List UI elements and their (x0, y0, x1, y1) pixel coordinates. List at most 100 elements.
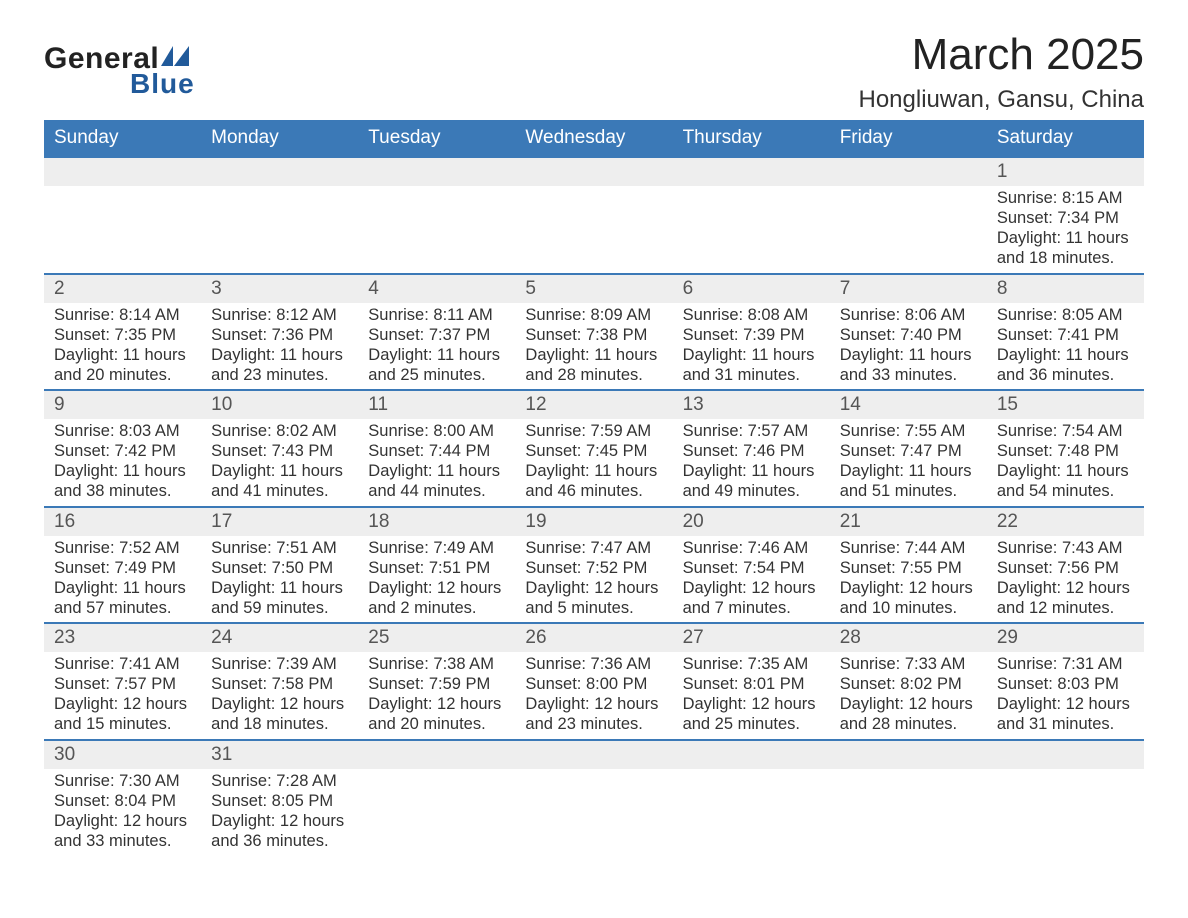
daylight-line-2: and 18 minutes. (211, 714, 348, 734)
daylight-line-2: and 51 minutes. (840, 481, 977, 501)
day-number: 3 (201, 273, 358, 303)
weekday-header: Friday (830, 120, 987, 156)
sunset-line: Sunset: 7:43 PM (211, 441, 348, 461)
weekday-header: Tuesday (358, 120, 515, 156)
daylight-line-2: and 10 minutes. (840, 598, 977, 618)
day-number: 26 (515, 622, 672, 652)
sunset-line: Sunset: 7:44 PM (368, 441, 505, 461)
sunrise-line: Sunrise: 8:03 AM (54, 421, 191, 441)
sunrise-line: Sunrise: 7:59 AM (525, 421, 662, 441)
day-cell (515, 739, 672, 856)
day-cell (673, 739, 830, 856)
day-cell (987, 739, 1144, 856)
weekday-header: Monday (201, 120, 358, 156)
day-number: 7 (830, 273, 987, 303)
day-number: 11 (358, 389, 515, 419)
day-cell: 4Sunrise: 8:11 AMSunset: 7:37 PMDaylight… (358, 273, 515, 390)
sunrise-line: Sunrise: 7:54 AM (997, 421, 1134, 441)
sunrise-line: Sunrise: 8:12 AM (211, 305, 348, 325)
day-cell: 13Sunrise: 7:57 AMSunset: 7:46 PMDayligh… (673, 389, 830, 506)
day-cell: 8Sunrise: 8:05 AMSunset: 7:41 PMDaylight… (987, 273, 1144, 390)
empty-day-bar (830, 156, 987, 186)
day-number: 23 (44, 622, 201, 652)
day-details: Sunrise: 8:09 AMSunset: 7:38 PMDaylight:… (515, 303, 672, 390)
daylight-line-1: Daylight: 11 hours (997, 461, 1134, 481)
day-cell (201, 156, 358, 273)
logo-flag-icon (161, 46, 189, 66)
logo-text-blue: Blue (130, 68, 195, 100)
sunset-line: Sunset: 8:03 PM (997, 674, 1134, 694)
day-details: Sunrise: 8:14 AMSunset: 7:35 PMDaylight:… (44, 303, 201, 390)
weekday-header: Saturday (987, 120, 1144, 156)
day-cell: 16Sunrise: 7:52 AMSunset: 7:49 PMDayligh… (44, 506, 201, 623)
day-number: 6 (673, 273, 830, 303)
day-cell: 25Sunrise: 7:38 AMSunset: 7:59 PMDayligh… (358, 622, 515, 739)
empty-day-bar (515, 739, 672, 769)
day-details: Sunrise: 7:35 AMSunset: 8:01 PMDaylight:… (673, 652, 830, 739)
day-details: Sunrise: 7:28 AMSunset: 8:05 PMDaylight:… (201, 769, 358, 856)
day-cell: 6Sunrise: 8:08 AMSunset: 7:39 PMDaylight… (673, 273, 830, 390)
weekday-header: Wednesday (515, 120, 672, 156)
day-details: Sunrise: 7:33 AMSunset: 8:02 PMDaylight:… (830, 652, 987, 739)
day-cell: 19Sunrise: 7:47 AMSunset: 7:52 PMDayligh… (515, 506, 672, 623)
sunset-line: Sunset: 8:04 PM (54, 791, 191, 811)
day-number: 29 (987, 622, 1144, 652)
day-number: 19 (515, 506, 672, 536)
sunset-line: Sunset: 7:42 PM (54, 441, 191, 461)
day-details: Sunrise: 7:39 AMSunset: 7:58 PMDaylight:… (201, 652, 358, 739)
daylight-line-1: Daylight: 11 hours (840, 345, 977, 365)
day-cell: 11Sunrise: 8:00 AMSunset: 7:44 PMDayligh… (358, 389, 515, 506)
day-cell (44, 156, 201, 273)
sunrise-line: Sunrise: 7:38 AM (368, 654, 505, 674)
daylight-line-2: and 36 minutes. (211, 831, 348, 851)
day-cell: 22Sunrise: 7:43 AMSunset: 7:56 PMDayligh… (987, 506, 1144, 623)
calendar: Sunday Monday Tuesday Wednesday Thursday… (44, 120, 1144, 855)
day-cell: 18Sunrise: 7:49 AMSunset: 7:51 PMDayligh… (358, 506, 515, 623)
day-number: 4 (358, 273, 515, 303)
daylight-line-1: Daylight: 12 hours (54, 694, 191, 714)
sunrise-line: Sunrise: 7:52 AM (54, 538, 191, 558)
day-details: Sunrise: 7:44 AMSunset: 7:55 PMDaylight:… (830, 536, 987, 623)
sunrise-line: Sunrise: 8:09 AM (525, 305, 662, 325)
day-details: Sunrise: 7:30 AMSunset: 8:04 PMDaylight:… (44, 769, 201, 856)
empty-day-bar (358, 739, 515, 769)
daylight-line-1: Daylight: 11 hours (211, 461, 348, 481)
daylight-line-2: and 36 minutes. (997, 365, 1134, 385)
day-cell: 26Sunrise: 7:36 AMSunset: 8:00 PMDayligh… (515, 622, 672, 739)
day-number: 31 (201, 739, 358, 769)
sunset-line: Sunset: 7:46 PM (683, 441, 820, 461)
day-details: Sunrise: 7:57 AMSunset: 7:46 PMDaylight:… (673, 419, 830, 506)
daylight-line-2: and 31 minutes. (997, 714, 1134, 734)
sunset-line: Sunset: 7:34 PM (997, 208, 1134, 228)
daylight-line-1: Daylight: 11 hours (840, 461, 977, 481)
sunset-line: Sunset: 7:41 PM (997, 325, 1134, 345)
sunset-line: Sunset: 7:57 PM (54, 674, 191, 694)
daylight-line-1: Daylight: 12 hours (368, 578, 505, 598)
day-number: 30 (44, 739, 201, 769)
daylight-line-1: Daylight: 11 hours (54, 578, 191, 598)
day-details: Sunrise: 7:43 AMSunset: 7:56 PMDaylight:… (987, 536, 1144, 623)
week-row: 1Sunrise: 8:15 AMSunset: 7:34 PMDaylight… (44, 156, 1144, 273)
day-number: 1 (987, 156, 1144, 186)
daylight-line-2: and 41 minutes. (211, 481, 348, 501)
sunset-line: Sunset: 7:59 PM (368, 674, 505, 694)
daylight-line-2: and 25 minutes. (683, 714, 820, 734)
daylight-line-1: Daylight: 11 hours (997, 345, 1134, 365)
logo: General Blue (44, 42, 195, 100)
daylight-line-1: Daylight: 12 hours (211, 811, 348, 831)
week-row: 2Sunrise: 8:14 AMSunset: 7:35 PMDaylight… (44, 273, 1144, 390)
weekday-header: Thursday (673, 120, 830, 156)
day-details: Sunrise: 8:08 AMSunset: 7:39 PMDaylight:… (673, 303, 830, 390)
daylight-line-2: and 59 minutes. (211, 598, 348, 618)
day-details: Sunrise: 8:06 AMSunset: 7:40 PMDaylight:… (830, 303, 987, 390)
daylight-line-2: and 18 minutes. (997, 248, 1134, 268)
day-details: Sunrise: 7:46 AMSunset: 7:54 PMDaylight:… (673, 536, 830, 623)
sunset-line: Sunset: 7:40 PM (840, 325, 977, 345)
daylight-line-2: and 33 minutes. (54, 831, 191, 851)
sunset-line: Sunset: 7:38 PM (525, 325, 662, 345)
sunrise-line: Sunrise: 7:44 AM (840, 538, 977, 558)
day-details: Sunrise: 7:54 AMSunset: 7:48 PMDaylight:… (987, 419, 1144, 506)
day-cell: 17Sunrise: 7:51 AMSunset: 7:50 PMDayligh… (201, 506, 358, 623)
day-details: Sunrise: 8:15 AMSunset: 7:34 PMDaylight:… (987, 186, 1144, 273)
day-details: Sunrise: 7:36 AMSunset: 8:00 PMDaylight:… (515, 652, 672, 739)
